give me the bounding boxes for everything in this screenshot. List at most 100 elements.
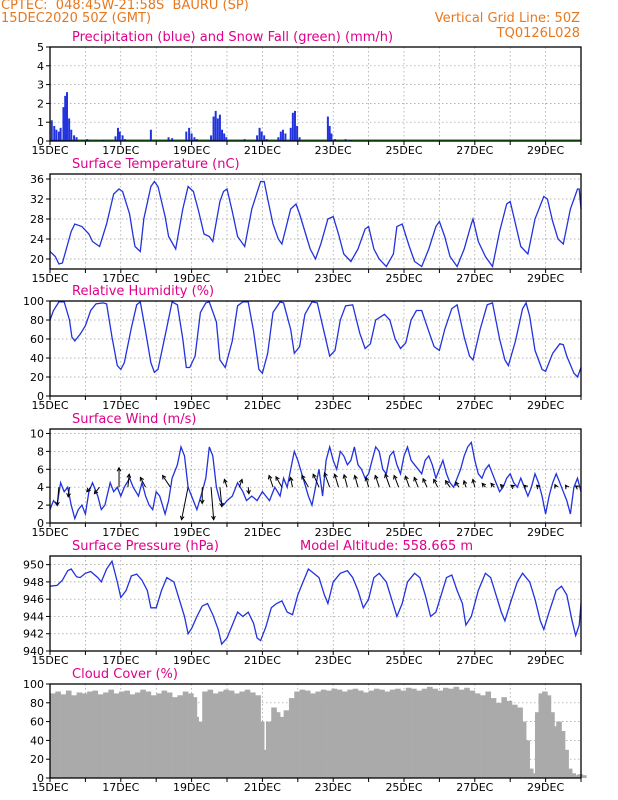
- cloud-bar: [113, 693, 120, 778]
- cloud-bar: [81, 693, 88, 778]
- humidity-xtick-label: 15DEC: [31, 399, 68, 412]
- wind-ytick-label: 10: [30, 427, 44, 440]
- cloud-bar: [258, 721, 265, 778]
- wind-arrow-head: [238, 478, 244, 484]
- temperature-ytick-label: 32: [30, 193, 44, 206]
- cloud-bar: [134, 692, 141, 778]
- wind-arrow: [463, 480, 467, 488]
- wind-arrow: [139, 477, 147, 488]
- humidity-title: Relative Humidity (%): [72, 284, 214, 299]
- wind-arrow-head: [66, 493, 71, 498]
- wind-arrow-head: [211, 515, 216, 521]
- cloud-bar: [129, 694, 136, 778]
- wind-arrow: [67, 487, 70, 498]
- precip-bar: [121, 135, 124, 141]
- cloud-bar: [480, 695, 486, 778]
- precip-bar: [279, 131, 282, 141]
- cloud-bar: [517, 707, 523, 778]
- pressure-ytick-label: 940: [23, 645, 44, 658]
- precip-bar: [64, 95, 67, 141]
- cloud-bar: [368, 690, 375, 778]
- wind-ytick-label: 2: [37, 499, 44, 512]
- cloud-bar: [395, 688, 401, 778]
- wind-xtick-label: 25DEC: [385, 526, 422, 539]
- precip-bar: [171, 138, 174, 141]
- wind-xtick-label: 29DEC: [527, 526, 564, 539]
- cloud-bar: [352, 688, 359, 778]
- cloud-bar: [274, 712, 281, 778]
- cloud-ytick-label: 20: [30, 753, 44, 766]
- cloud-bar: [255, 695, 261, 778]
- humidity-ytick-label: 60: [30, 333, 44, 346]
- precip-bar: [185, 131, 188, 141]
- precip-xtick-label: 19DEC: [173, 144, 210, 157]
- precip-bar: [50, 120, 53, 141]
- cloud-bar: [310, 693, 316, 778]
- temperature-frame: [49, 173, 582, 270]
- cloud-bar: [150, 695, 157, 778]
- humidity-xtick-label: 19DEC: [173, 399, 210, 412]
- wind-arrow-head: [93, 489, 99, 495]
- cloud-bar: [389, 689, 396, 778]
- precip-bar: [70, 129, 73, 141]
- cloud-bar: [342, 691, 348, 778]
- precip-bar: [68, 118, 71, 141]
- cloud-xtick-label: 21DEC: [244, 781, 281, 794]
- precip-bar: [223, 133, 226, 141]
- wind-arrow-head: [535, 484, 541, 490]
- precip-bar: [218, 114, 221, 141]
- cloud-bar: [331, 688, 338, 778]
- precip-bar: [243, 139, 246, 141]
- temperature-line: [49, 180, 582, 269]
- cloud-bar: [581, 775, 587, 778]
- wind-arrow-head: [342, 473, 348, 479]
- run-date: 15DEC2020 50Z (GMT): [1, 11, 152, 26]
- wind-arrow: [404, 475, 410, 488]
- wind-arrow: [433, 479, 439, 488]
- cloud-bar: [218, 691, 224, 778]
- wind-arrow: [312, 473, 320, 488]
- temperature-xtick-label: 27DEC: [456, 272, 493, 285]
- pressure-annotation: Model Altitude: 558.665 m: [300, 539, 473, 554]
- wind-xtick-label: 19DEC: [173, 526, 210, 539]
- cloud-bar: [92, 690, 99, 778]
- wind-arrow-head: [413, 476, 418, 482]
- cloud-bar: [556, 721, 562, 778]
- cloud-bar: [223, 689, 230, 778]
- cloud-bar: [384, 691, 391, 778]
- cloud-bar: [283, 710, 290, 778]
- cloud-bar: [577, 774, 584, 778]
- precip-bar: [57, 131, 60, 141]
- precip-bar: [214, 110, 217, 141]
- cloud-bar: [400, 690, 407, 778]
- cloud-xtick-label: 23DEC: [315, 781, 352, 794]
- wind-arrow-head: [301, 474, 306, 480]
- wind-xtick-label: 21DEC: [244, 526, 281, 539]
- humidity-ytick-label: 40: [30, 352, 44, 365]
- wind-arrow-head: [404, 475, 409, 481]
- cloud-bar: [119, 691, 125, 778]
- precip-bar: [167, 137, 170, 141]
- wind-arrow: [301, 475, 309, 488]
- cloud-bar: [464, 687, 470, 778]
- cloud-bar: [239, 691, 245, 778]
- cloud-bar: [60, 694, 67, 778]
- wind-arrow: [268, 475, 274, 488]
- wind-arrow-head: [374, 474, 379, 480]
- wind-arrow: [223, 479, 228, 488]
- temperature-xtick-label: 15DEC: [31, 272, 68, 285]
- cloud-bar: [520, 721, 527, 778]
- cloud-bar: [97, 694, 104, 778]
- cloud-panel: Cloud Cover (%) 0 20 40 60 80 100 15DEC 17DEC 19D…: [23, 667, 587, 794]
- temperature-xtick-label: 25DEC: [385, 272, 422, 285]
- precip-bar: [298, 137, 301, 141]
- pressure-panel: Surface Pressure (hPa) Model Altitude: 55…: [23, 539, 582, 667]
- precip-ytick-label: 4: [37, 60, 44, 73]
- cloud-bar: [549, 712, 555, 778]
- wind-arrow-head: [384, 473, 389, 479]
- wind-arrow-head: [179, 515, 185, 521]
- cloud-bar: [65, 690, 72, 778]
- wind-ytick-label: 6: [37, 463, 44, 476]
- wind-arrow: [374, 475, 380, 488]
- precip-bar: [86, 139, 89, 141]
